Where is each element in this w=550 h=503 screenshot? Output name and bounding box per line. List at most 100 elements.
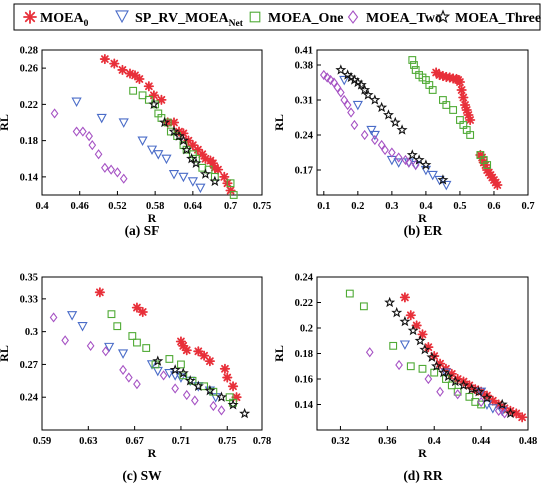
data-point xyxy=(494,405,503,416)
data-point xyxy=(394,152,403,163)
data-point xyxy=(99,53,110,65)
data-point xyxy=(161,154,172,165)
panel-caption: (b) ER xyxy=(404,223,443,238)
data-point xyxy=(430,368,439,377)
series-triangle-down xyxy=(66,311,221,403)
data-point xyxy=(219,363,231,374)
data-point xyxy=(128,332,137,340)
data-point xyxy=(458,92,469,103)
data-point xyxy=(438,366,450,378)
data-point xyxy=(350,119,359,131)
data-point xyxy=(209,400,218,412)
legend-marker-diamond xyxy=(347,10,359,24)
data-point xyxy=(77,322,88,332)
x-tick-label: 0.7 xyxy=(521,201,534,212)
data-point xyxy=(117,349,129,359)
data-point xyxy=(171,383,179,394)
series-diamond xyxy=(50,108,128,184)
data-point xyxy=(104,342,115,353)
data-point xyxy=(209,175,221,187)
plot-frame xyxy=(41,49,263,196)
y-tick-label: 0.16 xyxy=(295,375,313,386)
data-point xyxy=(143,81,154,92)
data-point xyxy=(371,134,379,146)
data-point xyxy=(199,168,211,179)
data-point xyxy=(101,162,109,173)
data-point xyxy=(187,177,198,187)
data-point xyxy=(109,58,120,69)
data-point xyxy=(465,114,476,126)
data-point xyxy=(94,149,103,160)
legend-symbol-square xyxy=(249,11,261,23)
series-diamond xyxy=(365,347,509,419)
legend-label-moea-three: MOEA_Three xyxy=(455,11,541,26)
data-point xyxy=(437,174,449,185)
data-point xyxy=(336,87,345,98)
x-tick-label: 0.6 xyxy=(487,201,500,212)
data-point xyxy=(360,129,369,141)
data-point xyxy=(369,94,381,105)
x-tick-label: 0.58 xyxy=(146,201,164,212)
data-point xyxy=(504,407,516,419)
x-tick-label: 0.75 xyxy=(218,436,236,447)
series-asterisk xyxy=(399,292,528,423)
data-point xyxy=(466,131,475,139)
data-point xyxy=(177,134,189,146)
series-star xyxy=(152,355,251,419)
y-tick-label: 0.24 xyxy=(295,273,314,284)
y-tick-label: 0.14 xyxy=(20,172,39,183)
data-point xyxy=(453,389,462,400)
data-point xyxy=(148,98,160,110)
data-point xyxy=(483,161,492,169)
legend-symbol-star xyxy=(435,9,451,24)
data-point xyxy=(447,381,456,390)
legend-marker-star xyxy=(435,9,451,24)
data-point xyxy=(137,306,148,318)
x-axis-label: R xyxy=(418,211,427,225)
data-point xyxy=(362,89,374,100)
data-point xyxy=(330,77,338,88)
x-tick-label: 0.48 xyxy=(519,436,537,447)
data-point xyxy=(442,101,451,109)
series-diamond xyxy=(319,69,420,171)
data-point xyxy=(406,362,415,371)
series-star xyxy=(148,98,221,187)
data-point xyxy=(181,143,193,155)
data-point xyxy=(148,90,159,101)
data-point xyxy=(426,351,438,362)
data-point xyxy=(411,320,422,331)
legend-box xyxy=(13,3,541,31)
data-point xyxy=(408,56,417,64)
data-point xyxy=(144,95,153,104)
x-axis-label: R xyxy=(418,446,427,460)
data-point xyxy=(177,360,185,369)
x-tick-label: 0.1 xyxy=(317,201,330,212)
data-point xyxy=(473,385,485,397)
data-point xyxy=(355,79,367,90)
data-point xyxy=(195,183,206,194)
data-point xyxy=(475,387,487,398)
data-point xyxy=(239,407,251,419)
data-point xyxy=(66,311,78,321)
data-point xyxy=(49,312,58,323)
data-point xyxy=(389,116,401,128)
data-point xyxy=(414,334,426,346)
legend-marker-asterisk xyxy=(23,10,37,24)
y-axis-label: RL xyxy=(0,345,11,362)
data-point xyxy=(168,125,180,137)
data-point xyxy=(152,355,164,366)
data-point xyxy=(169,364,181,375)
data-point xyxy=(210,393,221,403)
data-point xyxy=(326,74,335,86)
data-point xyxy=(133,378,141,390)
data-point xyxy=(94,287,105,298)
data-point xyxy=(405,310,416,321)
x-tick-label: 0.52 xyxy=(108,201,126,212)
legend-entry-moea-three: MOEA_Three xyxy=(435,9,541,26)
legend-entry-moea-one: MOEA_One xyxy=(249,11,343,26)
data-point xyxy=(212,164,224,175)
legend-entry-moea0: MOEA0 xyxy=(23,10,89,29)
data-point xyxy=(72,126,81,137)
x-axis-label: R xyxy=(148,211,157,225)
legend-marker-triangle xyxy=(115,10,129,24)
